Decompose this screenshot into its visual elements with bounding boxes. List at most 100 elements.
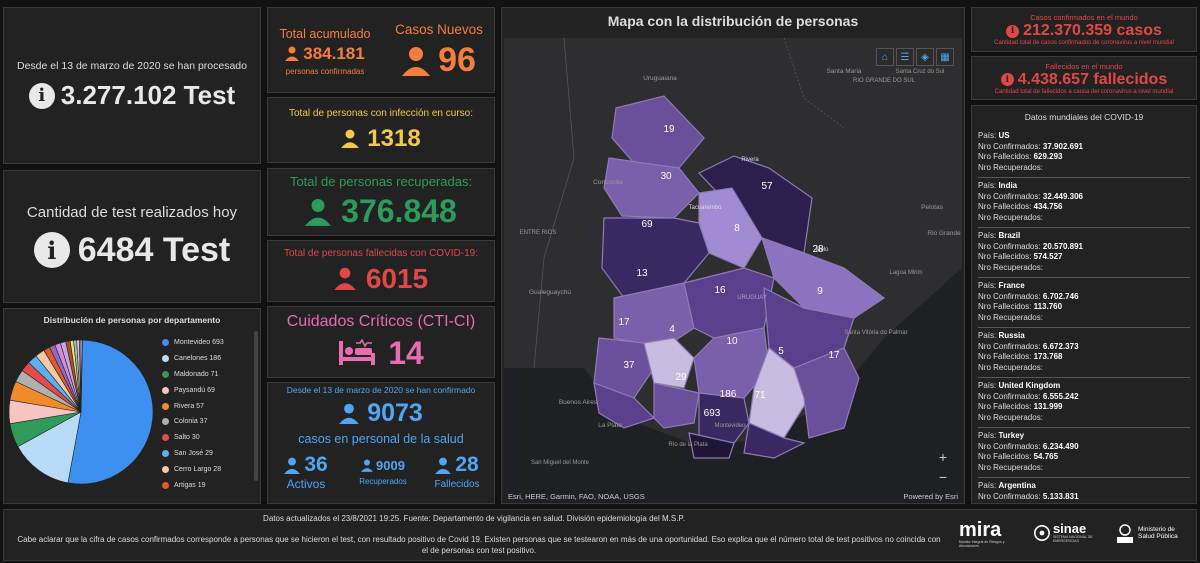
country-card[interactable]: País: Russia Nro Confirmados: 6.672.373 Nr…	[978, 328, 1190, 378]
home-icon[interactable]: ⌂	[876, 48, 894, 66]
pie-legend-item[interactable]: Canelones 186	[162, 351, 250, 367]
country-card[interactable]: País: US Nro Confirmados: 37.902.691 Nro F…	[978, 128, 1190, 178]
hospital-bed-icon	[339, 339, 376, 365]
person-icon	[285, 46, 300, 61]
map-place-label: Santa Cruz do Sul	[896, 69, 945, 75]
country-deaths: Nro Fallecidos: 434.756	[978, 202, 1063, 211]
pie-chart	[8, 339, 154, 485]
map-place-label: Pelotas	[921, 204, 943, 211]
legend-swatch	[162, 355, 169, 363]
countries-list[interactable]: País: US Nro Confirmados: 37.902.691 Nro F…	[972, 128, 1196, 503]
map-place-label: Concordia	[593, 179, 623, 186]
world-confirmed-caption: Cantidad total de casos confirmados de c…	[994, 40, 1174, 46]
pie-slice[interactable]	[17, 411, 82, 484]
salud-recuperados-value: 9009	[376, 458, 405, 473]
pie-legend-item[interactable]: Salto 30	[162, 430, 250, 446]
country-name: País: France	[978, 281, 1025, 290]
pie-legend: Montevideo 693 Canelones 186 Maldonado 71 P…	[162, 335, 250, 493]
cti-label: Cuidados Críticos (CTI-CI)	[286, 312, 476, 330]
zoom-in-button[interactable]: +	[938, 449, 948, 465]
salud-since-label: Desde el 13 de marzo de 2020 se han conf…	[286, 385, 476, 395]
recuperadas-value: 376.848	[341, 193, 457, 229]
nuevos-label: Casos Nuevos	[395, 22, 483, 37]
legend-label: Salto 30	[174, 434, 200, 442]
layers-icon[interactable]: ◈	[916, 48, 934, 66]
pie-legend-item[interactable]: Paysandú 69	[162, 382, 250, 398]
salud-recuperados-label: Recuperados	[359, 477, 407, 486]
countries-title: Datos mundiales del COVID-19	[1024, 112, 1144, 122]
salud-activos-label: Activos	[286, 477, 326, 491]
legend-swatch	[162, 402, 169, 410]
country-card[interactable]: País: France Nro Confirmados: 6.702.746 Nr…	[978, 278, 1190, 328]
pie-legend-item[interactable]: San José 29	[162, 446, 250, 462]
legend-label: Maldonado 71	[174, 370, 219, 378]
country-recovered: Nro Recuperados:	[978, 412, 1043, 422]
pie-legend-item[interactable]: Colonia 37	[162, 414, 250, 430]
country-confirmed: Nro Confirmados: 6.672.373	[978, 341, 1079, 351]
map-powered-by[interactable]: Powered by Esri	[903, 492, 958, 501]
zoom-out-button[interactable]: −	[938, 469, 948, 485]
legend-swatch	[162, 370, 169, 378]
pie-slice[interactable]	[67, 339, 154, 485]
country-card[interactable]: País: Turkey Nro Confirmados: 6.234.490 Nr…	[978, 428, 1190, 478]
sinae-emblem-icon	[1034, 524, 1050, 541]
person-icon	[361, 459, 374, 472]
pie-legend-item[interactable]: Cerro Largo 28	[162, 461, 250, 477]
country-recovered: Nro Recuperados:	[978, 212, 1043, 222]
person-icon	[334, 267, 356, 290]
map-region-label: 17	[618, 317, 630, 328]
pie-legend-item[interactable]: Rivera 57	[162, 398, 250, 414]
pie-legend-item[interactable]: Artigas 19	[162, 477, 250, 493]
map-place-label: Santa Maria	[826, 68, 861, 75]
pie-legend-item[interactable]: Maldonado 71	[162, 367, 250, 383]
map-region-label: 37	[623, 360, 635, 371]
country-card[interactable]: País: Argentina Nro Confirmados: 5.133.83…	[978, 478, 1190, 503]
map-place-label: ENTRE RIOS	[520, 230, 557, 236]
legend-label: Artigas 19	[174, 481, 206, 489]
world-confirmed-value: 212.370.359 casos	[1023, 22, 1162, 39]
acumulado-value: 384.181	[303, 43, 365, 63]
country-deaths: Nro Fallecidos: 110.352	[978, 502, 1190, 503]
map-region-label: 9	[817, 286, 823, 297]
legend-label: San José 29	[174, 449, 213, 457]
person-icon	[402, 46, 431, 76]
map-place-label: La Plata	[598, 422, 622, 429]
pie-panel: Distribución de personas por departament…	[3, 308, 261, 504]
salud-total: 9073	[367, 399, 423, 427]
map-region-label: 57	[761, 181, 773, 192]
salud-fallecidos-value: 28	[455, 453, 479, 476]
acumulado-label: Total acumulado	[279, 26, 371, 41]
map-region-label: 4	[669, 324, 675, 335]
country-card[interactable]: País: Brazil Nro Confirmados: 20.570.891 N…	[978, 228, 1190, 278]
country-confirmed: Nro Confirmados: 32.449.306	[978, 191, 1083, 201]
acumulado-sublabel: personas confirmadas	[285, 66, 365, 76]
mira-logo: mira Monitor Integral de Riesgos y Afect…	[959, 519, 1005, 548]
cti-panel: Cuidados Críticos (CTI-CI) 14	[267, 306, 495, 378]
pie-slice[interactable]	[80, 339, 83, 413]
footer-panel: Datos actualizados el 23/8/2021 19:25. F…	[3, 509, 1197, 561]
pie-legend-item[interactable]: Montevideo 693	[162, 335, 250, 351]
country-name: País: Argentina	[978, 481, 1036, 490]
tests-today-value: 6484 Test	[77, 230, 231, 269]
pie-legend-scrollbar[interactable]	[254, 331, 258, 481]
country-confirmed: Nro Confirmados: 6.702.746	[978, 291, 1079, 301]
basemap-gallery-icon[interactable]: ▦	[936, 48, 954, 66]
map-region-label: 16	[714, 285, 726, 296]
world-deaths-caption: Cantidad total de fallecidos a causa del…	[994, 88, 1174, 95]
legend-swatch	[162, 465, 169, 473]
list-icon[interactable]: ☰	[896, 48, 914, 66]
country-confirmed: Nro Confirmados: 37.902.691	[978, 141, 1083, 151]
map-view[interactable]: 19 30 57 8 69 28 13 16 9 17 4 10 5 17 37…	[504, 38, 962, 503]
world-deaths-panel: Fallecidos en el mundo i 4.438.657 falle…	[971, 56, 1197, 100]
country-card[interactable]: País: United Kingdom Nro Confirmados: 6.5…	[978, 378, 1190, 428]
map-region-label: 693	[704, 408, 721, 419]
map-region-label: 5	[778, 346, 784, 357]
map-place-label: Gualeguaychú	[529, 289, 571, 296]
map-place-label: URUGUAY	[737, 295, 767, 301]
country-name: País: US	[978, 131, 1010, 140]
country-card[interactable]: País: India Nro Confirmados: 32.449.306 Nr…	[978, 178, 1190, 228]
map-place-label: Río de la Plata	[668, 442, 708, 448]
tests-today-label: Cantidad de test realizados hoy	[26, 203, 238, 221]
footer-note: Cabe aclarar que la cifra de casos confi…	[17, 535, 941, 555]
country-confirmed: Nro Confirmados: 6.234.490	[978, 441, 1079, 451]
